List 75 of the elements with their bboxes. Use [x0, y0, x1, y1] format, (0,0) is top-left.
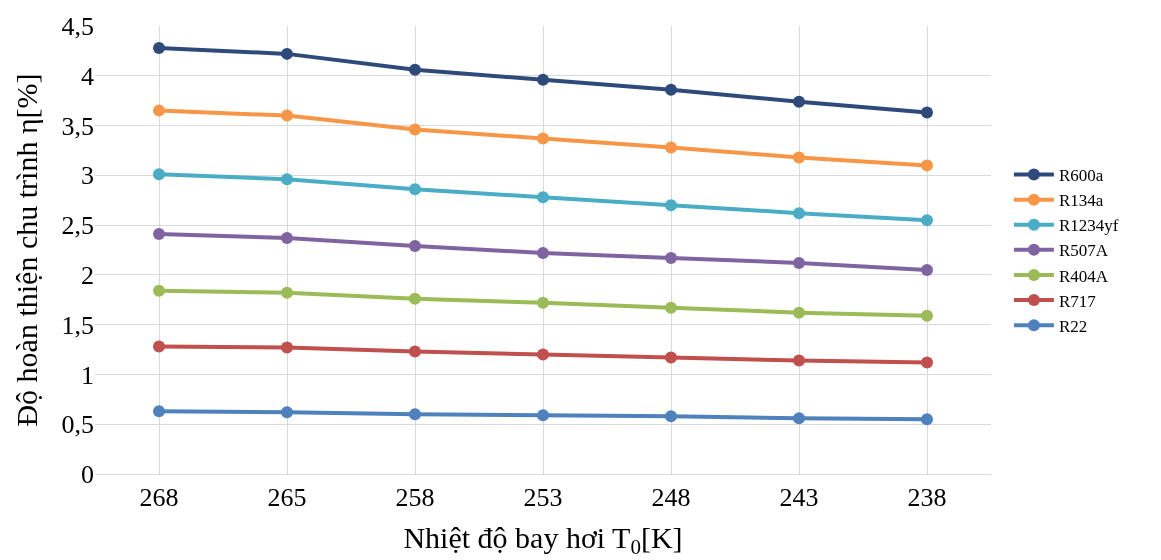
point	[409, 292, 421, 305]
y-axis-title: Độ hoàn thiện chu trình η[%]	[9, 73, 43, 427]
point	[153, 41, 165, 54]
point	[921, 309, 933, 322]
y-tick-label: 1,5	[61, 310, 94, 340]
point	[665, 351, 677, 364]
point	[537, 409, 549, 422]
x-tick-label: 265	[267, 483, 307, 513]
x-tick-label: 243	[779, 483, 819, 513]
point	[793, 151, 805, 164]
point	[537, 132, 549, 145]
point	[665, 410, 677, 423]
point	[537, 73, 549, 86]
point	[665, 251, 677, 264]
y-tick-label: 0,5	[61, 410, 94, 440]
point	[665, 301, 677, 314]
point	[921, 214, 933, 227]
legend-label: R404A	[1058, 266, 1109, 286]
point	[537, 246, 549, 259]
point	[537, 348, 549, 361]
legend-label: R22	[1058, 316, 1088, 336]
x-tick-label: 258	[395, 483, 435, 513]
point	[409, 345, 421, 358]
point	[921, 263, 933, 276]
point	[793, 207, 805, 220]
point	[281, 406, 293, 419]
point	[665, 141, 677, 154]
point	[921, 356, 933, 369]
point	[409, 63, 421, 76]
legend-label: R600a	[1058, 166, 1104, 186]
point	[281, 173, 293, 186]
point	[793, 354, 805, 367]
point	[537, 296, 549, 309]
point	[793, 256, 805, 269]
point	[665, 83, 677, 96]
point	[153, 340, 165, 353]
point	[537, 191, 549, 204]
point	[281, 109, 293, 122]
y-tick-label: 4	[81, 61, 94, 91]
point	[409, 240, 421, 253]
y-tick-label: 2	[81, 260, 94, 290]
point	[921, 159, 933, 172]
point	[409, 123, 421, 136]
point	[665, 199, 677, 212]
point	[921, 413, 933, 426]
y-tick-label: 4,5	[61, 12, 94, 42]
x-tick-label: 238	[907, 483, 947, 513]
point	[153, 228, 165, 241]
y-tick-label: 3,5	[61, 111, 94, 141]
y-tick-label: 1	[81, 360, 94, 390]
point	[409, 408, 421, 421]
point	[793, 95, 805, 108]
y-tick-label: 3	[81, 161, 94, 191]
point	[281, 341, 293, 354]
legend-label: R507A	[1058, 241, 1109, 261]
point	[921, 106, 933, 119]
x-axis-title: Nhiệt độ bay hơi T$_{0}$[K]	[403, 520, 683, 559]
x-tick-label: 248	[651, 483, 691, 513]
point	[281, 47, 293, 60]
point	[793, 306, 805, 319]
legend-label: R717	[1058, 291, 1097, 311]
point	[153, 284, 165, 297]
y-tick-label: 2,5	[61, 211, 94, 241]
point	[153, 104, 165, 117]
point	[793, 412, 805, 425]
point	[153, 405, 165, 418]
point	[281, 232, 293, 245]
point	[409, 183, 421, 196]
x-tick-label: 253	[523, 483, 563, 513]
x-tick-label: 268	[139, 483, 179, 513]
legend-label: R1234yf	[1058, 216, 1119, 236]
legend-label: R134a	[1058, 191, 1104, 211]
point	[153, 168, 165, 181]
point	[281, 286, 293, 299]
y-tick-label: 0	[81, 460, 94, 490]
